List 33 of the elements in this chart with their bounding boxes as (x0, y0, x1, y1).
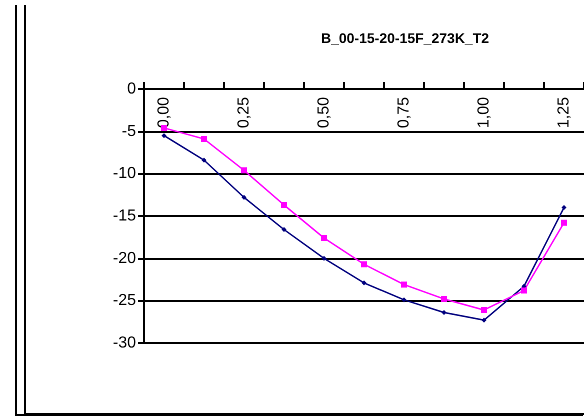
x-tick-label: 1,00 (476, 96, 492, 128)
point (322, 256, 326, 261)
y-tick-label: 0 (127, 80, 136, 98)
point (242, 194, 246, 200)
point (201, 136, 207, 142)
point (241, 167, 247, 174)
y-tick-label: -30 (112, 334, 136, 352)
y-tick-label: -25 (112, 292, 136, 310)
point (362, 280, 366, 286)
x-tick-label: 0,75 (396, 96, 412, 128)
point (482, 318, 486, 323)
y-tick-label: -15 (112, 208, 136, 224)
point (481, 306, 487, 313)
y-tick-label: -5 (122, 122, 136, 140)
x-tick-label: 0,50 (316, 96, 332, 128)
point (561, 220, 567, 226)
x-tick-label: 1,25 (556, 96, 572, 128)
point (202, 158, 206, 163)
point (282, 227, 286, 232)
point (442, 310, 446, 316)
point (401, 282, 407, 288)
x-tick-label: 0,25 (236, 96, 252, 128)
point (402, 297, 406, 302)
point (521, 288, 527, 294)
y-tick-label: -10 (112, 165, 136, 182)
point (281, 202, 287, 208)
point (162, 133, 166, 138)
point (361, 261, 367, 268)
y-tick-label: -20 (112, 250, 136, 267)
point (321, 235, 327, 242)
point (562, 205, 566, 210)
point (441, 296, 447, 302)
chart-title: B_00-15-20-15F_273K_T2 (320, 30, 490, 46)
